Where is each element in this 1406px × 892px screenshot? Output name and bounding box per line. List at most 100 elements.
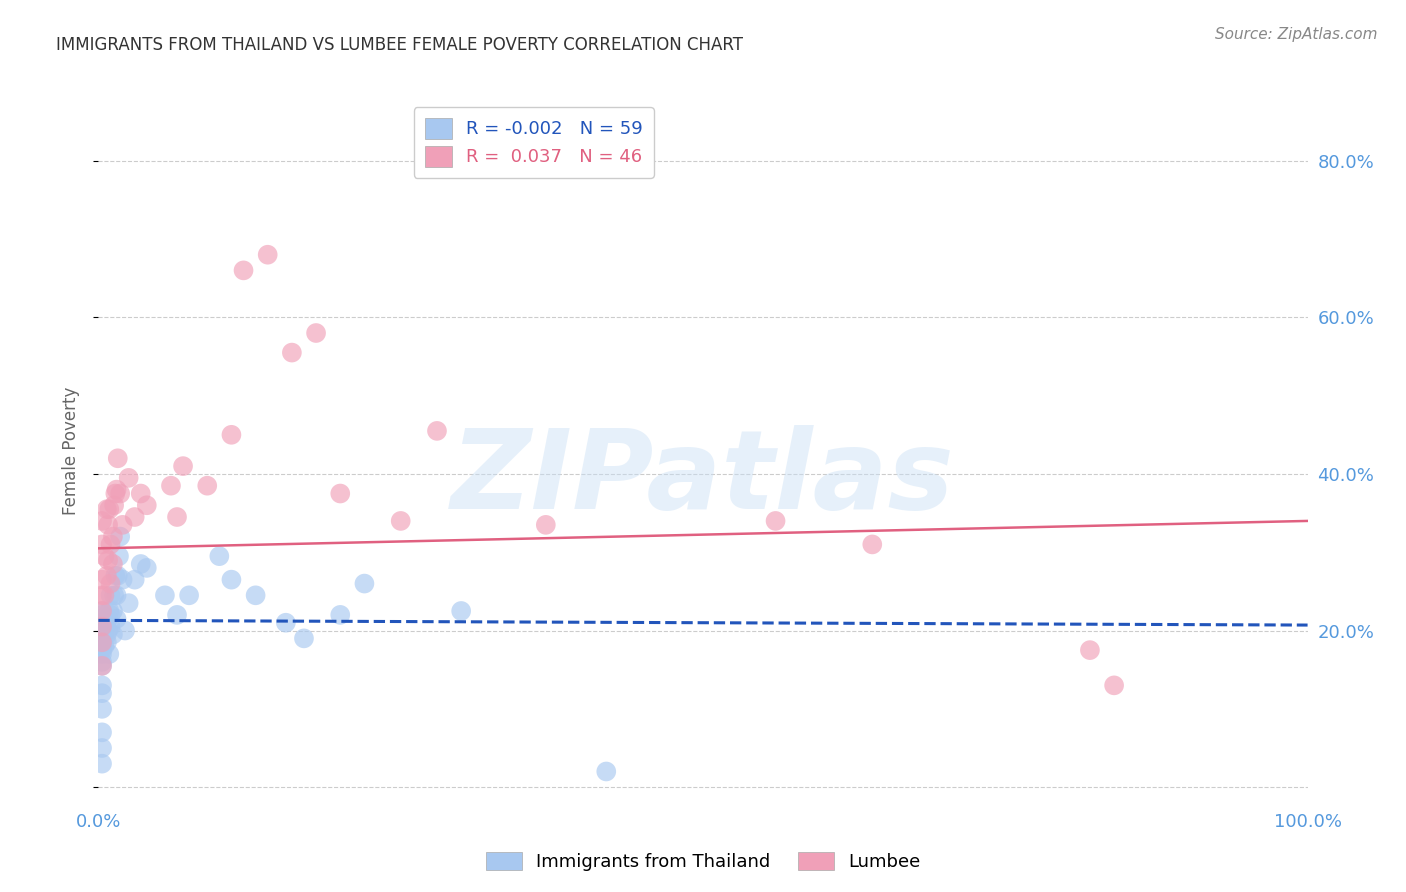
- Point: [91, 573, 114, 587]
- Point: [124, 510, 146, 524]
- Point: [100, 537, 122, 551]
- Point: [91, 741, 114, 756]
- Point: [329, 486, 352, 500]
- Point: [91, 632, 114, 646]
- Point: [91, 678, 114, 692]
- Point: [329, 607, 352, 622]
- Point: [91, 725, 114, 739]
- Text: IMMIGRANTS FROM THAILAND VS LUMBEE FEMALE POVERTY CORRELATION CHART: IMMIGRANTS FROM THAILAND VS LUMBEE FEMAL…: [56, 36, 744, 54]
- Text: ZIPatlas: ZIPatlas: [451, 425, 955, 533]
- Point: [389, 514, 412, 528]
- Point: [179, 588, 201, 602]
- Point: [97, 517, 120, 532]
- Point: [111, 573, 134, 587]
- Point: [450, 604, 472, 618]
- Point: [100, 619, 122, 633]
- Point: [100, 607, 122, 622]
- Point: [114, 624, 136, 638]
- Point: [129, 557, 152, 571]
- Point: [101, 557, 124, 571]
- Point: [91, 607, 114, 622]
- Y-axis label: Female Poverty: Female Poverty: [62, 386, 80, 515]
- Point: [93, 549, 115, 564]
- Point: [91, 756, 114, 771]
- Point: [135, 498, 157, 512]
- Point: [221, 427, 243, 442]
- Point: [96, 502, 118, 516]
- Point: [172, 459, 194, 474]
- Point: [1078, 643, 1101, 657]
- Point: [93, 639, 115, 653]
- Point: [129, 486, 152, 500]
- Point: [103, 588, 125, 602]
- Point: [166, 510, 188, 524]
- Point: [91, 612, 114, 626]
- Point: [91, 635, 114, 649]
- Point: [118, 596, 141, 610]
- Point: [153, 588, 176, 602]
- Point: [105, 588, 128, 602]
- Point: [96, 635, 118, 649]
- Point: [1102, 678, 1125, 692]
- Point: [353, 576, 375, 591]
- Point: [91, 514, 114, 528]
- Point: [91, 655, 114, 669]
- Point: [108, 549, 131, 564]
- Point: [100, 576, 122, 591]
- Point: [91, 627, 114, 641]
- Point: [91, 537, 114, 551]
- Point: [96, 568, 118, 582]
- Legend: Immigrants from Thailand, Lumbee: Immigrants from Thailand, Lumbee: [478, 845, 928, 879]
- Point: [91, 647, 114, 661]
- Point: [245, 588, 267, 602]
- Point: [195, 478, 218, 492]
- Point: [104, 486, 127, 500]
- Point: [96, 627, 118, 641]
- Point: [105, 483, 128, 497]
- Point: [160, 478, 183, 492]
- Point: [292, 632, 315, 646]
- Point: [91, 639, 114, 653]
- Point: [98, 502, 121, 516]
- Point: [111, 517, 134, 532]
- Point: [91, 702, 114, 716]
- Point: [281, 345, 304, 359]
- Point: [91, 686, 114, 700]
- Point: [97, 553, 120, 567]
- Point: [98, 647, 121, 661]
- Point: [91, 624, 114, 638]
- Point: [91, 604, 114, 618]
- Point: [97, 612, 120, 626]
- Point: [256, 248, 278, 262]
- Point: [135, 561, 157, 575]
- Point: [91, 619, 114, 633]
- Point: [765, 514, 787, 528]
- Point: [97, 624, 120, 638]
- Point: [91, 658, 114, 673]
- Point: [101, 627, 124, 641]
- Legend: R = -0.002   N = 59, R =  0.037   N = 46: R = -0.002 N = 59, R = 0.037 N = 46: [413, 107, 654, 178]
- Point: [91, 615, 114, 630]
- Point: [274, 615, 297, 630]
- Point: [91, 635, 114, 649]
- Point: [305, 326, 328, 340]
- Point: [534, 517, 557, 532]
- Point: [221, 573, 243, 587]
- Point: [103, 498, 125, 512]
- Point: [91, 588, 114, 602]
- Point: [108, 530, 131, 544]
- Point: [91, 604, 114, 618]
- Point: [100, 588, 122, 602]
- Point: [93, 588, 115, 602]
- Point: [107, 568, 129, 582]
- Point: [91, 619, 114, 633]
- Point: [98, 604, 121, 618]
- Point: [101, 530, 124, 544]
- Point: [124, 573, 146, 587]
- Point: [118, 471, 141, 485]
- Point: [166, 607, 188, 622]
- Point: [93, 615, 115, 630]
- Point: [860, 537, 883, 551]
- Point: [93, 624, 115, 638]
- Point: [232, 263, 254, 277]
